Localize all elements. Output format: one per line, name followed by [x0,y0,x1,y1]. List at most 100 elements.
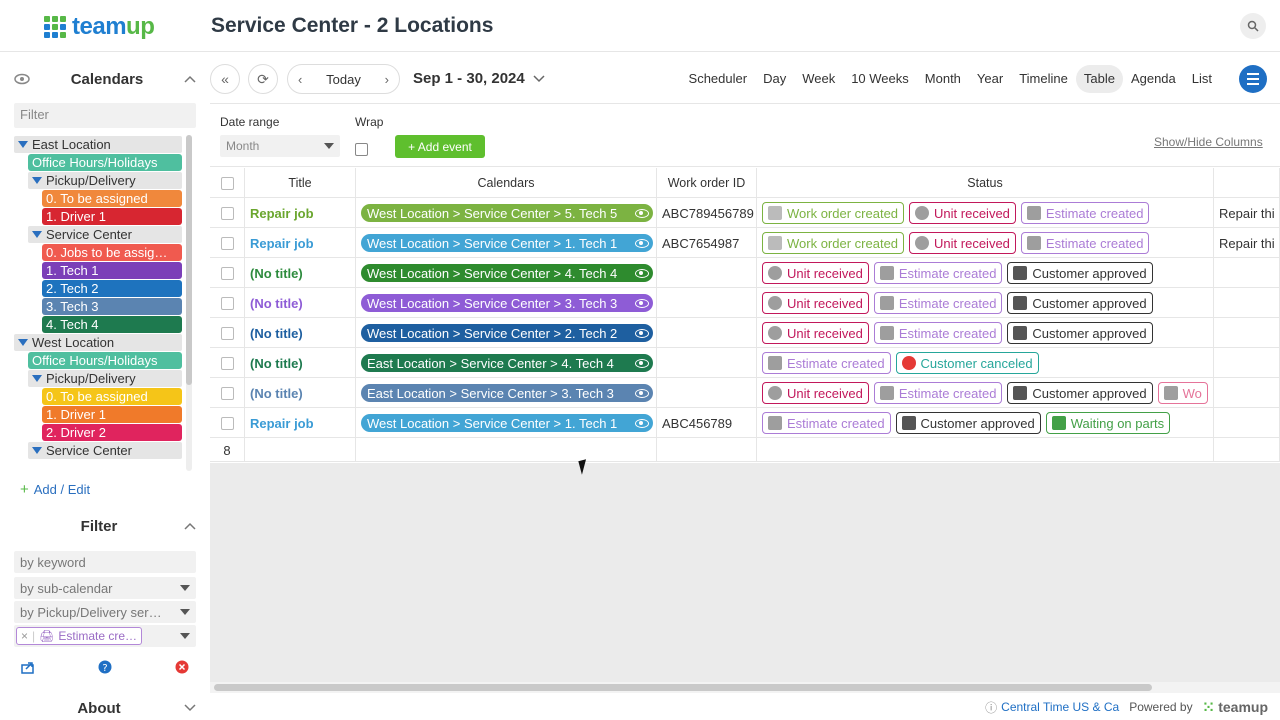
table-row[interactable]: Repair job West Location > Service Center… [210,228,1280,258]
calendar-group[interactable]: Pickup/Delivery [28,370,182,387]
status-chip[interactable]: Customer approved [1007,322,1153,344]
pickup-filter-select[interactable]: by Pickup/Delivery ser… [14,601,196,623]
calendar-item[interactable]: 0. To be assigned [42,190,182,207]
teamup-logo[interactable]: teamup [44,13,155,41]
eye-icon[interactable] [635,208,649,218]
eye-icon[interactable] [635,328,649,338]
tab-10-weeks[interactable]: 10 Weeks [851,71,909,86]
status-filter-select[interactable]: × | 🖨 Estimate cre… [14,625,196,647]
status-chip[interactable]: Customer approved [1007,262,1153,284]
close-icon[interactable]: × [21,629,29,643]
eye-icon[interactable] [635,418,649,428]
eye-icon[interactable] [635,268,649,278]
subcalendar-filter-select[interactable]: by sub-calendar [14,577,196,599]
work-order-id[interactable] [657,318,757,348]
status-filter-chip[interactable]: × | 🖨 Estimate cre… [16,627,143,645]
status-chip[interactable]: Work order created [762,232,905,254]
event-title[interactable]: Repair job [245,408,356,438]
work-order-id[interactable] [657,378,757,408]
today-button[interactable]: Today [326,71,361,87]
tab-timeline[interactable]: Timeline [1019,71,1068,86]
calendar-item[interactable]: 2. Driver 2 [42,424,182,441]
eye-icon[interactable] [635,388,649,398]
tab-day[interactable]: Day [763,71,787,86]
row-checkbox[interactable] [220,296,234,310]
status-chip[interactable]: Unit received [909,232,1016,254]
footer-brand[interactable]: ⁙ teamup [1202,698,1268,715]
work-order-id[interactable]: ABC456789 [657,408,757,438]
date-range-select[interactable]: Month [220,135,340,157]
table-row[interactable]: (No title) East Location > Service Center… [210,348,1280,378]
main-menu-button[interactable] [1239,65,1267,93]
event-title[interactable]: (No title) [245,348,356,378]
add-event-button[interactable]: + Add event [395,135,485,158]
horizontal-scrollbar[interactable] [214,684,1152,691]
row-checkbox[interactable] [220,416,234,430]
calendar-item[interactable]: 1. Driver 1 [42,208,182,225]
calendar-group[interactable]: Pickup/Delivery [28,172,182,189]
calendar-item[interactable]: Office Hours/Holidays [28,154,182,171]
calendar-item[interactable]: 1. Tech 1 [42,262,182,279]
status-chip[interactable]: Customer approved [1007,382,1153,404]
event-title[interactable]: (No title) [245,378,356,408]
triangle-down-icon[interactable] [18,141,28,148]
work-order-id[interactable]: ABC7654987 [657,228,757,258]
calendar-pill[interactable]: East Location > Service Center > 4. Tech… [361,354,653,372]
status-chip[interactable]: Customer approved [1007,292,1153,314]
timezone-link[interactable]: Central Time US & Ca [1001,700,1120,714]
status-chip[interactable]: Estimate created [1020,202,1150,224]
column-header[interactable]: Title [245,168,356,198]
close-icon[interactable] [175,660,189,674]
calendar-item[interactable]: 0. Jobs to be assig… [42,244,182,261]
eye-icon[interactable] [635,358,649,368]
wrap-checkbox[interactable] [355,143,368,156]
show-hide-columns-link[interactable]: Show/Hide Columns [1154,135,1263,149]
calendar-group[interactable]: West Location [14,334,182,351]
triangle-down-icon[interactable] [18,339,28,346]
calendar-pill[interactable]: East Location > Service Center > 3. Tech… [361,384,653,402]
chevron-right-icon[interactable]: › [384,71,389,87]
calendars-header[interactable]: Calendars [14,61,196,97]
calendar-pill[interactable]: West Location > Service Center > 4. Tech… [361,264,653,282]
table-row[interactable]: (No title) West Location > Service Center… [210,258,1280,288]
row-checkbox[interactable] [220,206,234,220]
calendar-pill[interactable]: West Location > Service Center > 5. Tech… [361,204,653,222]
tab-agenda[interactable]: Agenda [1130,71,1176,86]
status-chip[interactable]: Unit received [762,262,869,284]
status-chip[interactable]: Unit received [909,202,1016,224]
status-chip[interactable]: Estimate created [762,352,891,374]
row-checkbox[interactable] [220,266,234,280]
column-header[interactable]: Calendars [356,168,657,198]
status-chip[interactable]: Estimate created [873,382,1003,404]
triangle-down-icon[interactable] [32,177,42,184]
help-icon[interactable]: ? [98,660,112,674]
about-header[interactable]: About [14,695,196,720]
status-chip[interactable]: Estimate created [1020,232,1150,254]
add-edit-link[interactable]: + Add / Edit [20,481,91,498]
calendar-group[interactable]: Service Center [28,226,182,243]
row-checkbox[interactable] [220,326,234,340]
eye-icon[interactable] [635,238,649,248]
status-chip[interactable]: Estimate created [873,322,1003,344]
filter-header[interactable]: Filter [14,513,196,539]
status-chip[interactable]: Work order created [762,202,905,224]
status-chip[interactable]: Waiting on parts [1045,412,1171,434]
event-title[interactable]: (No title) [245,318,356,348]
calendar-group[interactable]: Service Center [28,442,182,459]
table-row[interactable]: Repair job West Location > Service Center… [210,408,1280,438]
work-order-id[interactable] [657,348,757,378]
calendar-item[interactable]: 4. Tech 4 [42,316,182,333]
table-row[interactable]: (No title) East Location > Service Center… [210,378,1280,408]
keyword-filter-input[interactable]: by keyword [14,551,196,573]
work-order-id[interactable] [657,258,757,288]
work-order-id[interactable] [657,288,757,318]
status-chip[interactable]: Estimate created [762,412,891,434]
status-chip[interactable]: Estimate created [873,262,1003,284]
refresh-button[interactable]: ⟳ [248,64,278,94]
calendar-item[interactable]: 2. Tech 2 [42,280,182,297]
calendar-item[interactable]: 0. To be assigned [42,388,182,405]
status-chip[interactable]: Unit received [762,322,869,344]
tab-month[interactable]: Month [924,71,961,86]
select-all-checkbox[interactable] [220,176,234,190]
event-title[interactable]: (No title) [245,288,356,318]
